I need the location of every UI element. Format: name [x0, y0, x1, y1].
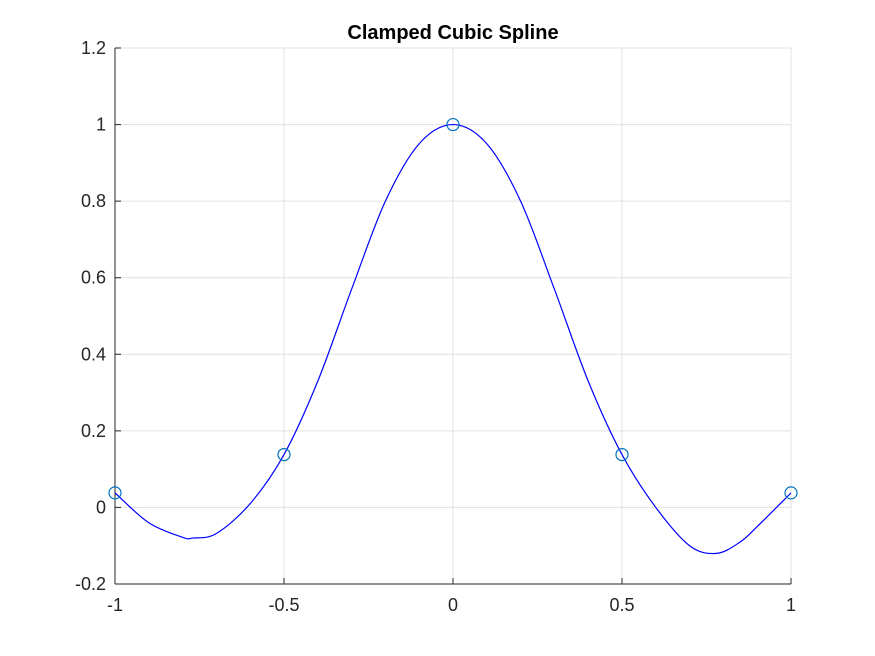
x-tick-label-2: 0: [448, 595, 458, 615]
y-tick-label-7: 1.2: [81, 38, 106, 58]
data-point-marker-2: [446, 117, 460, 132]
tick-labels: -1 -0.5 0 0.5 1 -0.2 0 0.2 0.4 0.6 0.8 1 1.2: [75, 38, 796, 615]
data-point-marker-4: [784, 486, 798, 500]
spline-curve: [114, 123, 792, 555]
data-point-marker-3: [615, 447, 629, 462]
axes: [114, 47, 792, 585]
x-tick-label-4: 1: [786, 595, 796, 615]
y-tick-label-6: 1: [96, 115, 106, 135]
y-tick-label-3: 0.4: [81, 344, 106, 364]
chart-title: Clamped Cubic Spline: [347, 22, 558, 44]
x-tick-label-0: -1: [107, 595, 123, 615]
y-tick-label-1: 0: [96, 497, 106, 517]
x-tick-label-3: 0.5: [609, 595, 634, 615]
y-tick-label-5: 0.8: [81, 191, 106, 211]
y-tick-label-4: 0.6: [81, 268, 106, 288]
x-tick-label-1: -0.5: [268, 595, 299, 615]
series-group: [108, 117, 798, 555]
data-point-marker-1: [277, 447, 291, 462]
data-point-marker-0: [108, 486, 122, 500]
y-tick-label-0: -0.2: [75, 574, 106, 594]
y-tick-label-2: 0.2: [81, 421, 106, 441]
